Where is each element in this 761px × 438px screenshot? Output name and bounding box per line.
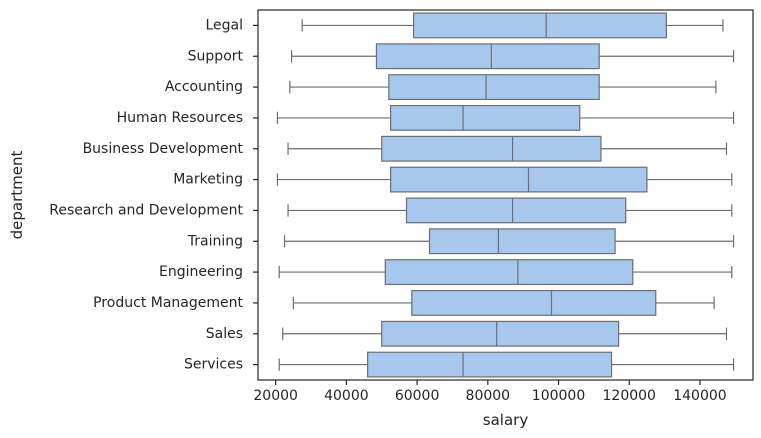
- box-marks: [276, 12, 735, 378]
- iqr-box: [384, 259, 634, 286]
- box-research-and-development: [287, 197, 733, 224]
- x-tick-label: 20000: [253, 388, 298, 404]
- box-services: [278, 351, 735, 378]
- box-product-management: [292, 289, 715, 316]
- x-axis-title: salary: [483, 411, 529, 429]
- box-engineering: [278, 259, 733, 286]
- box-accounting: [289, 74, 717, 101]
- y-tick-label: Training: [187, 233, 243, 249]
- iqr-box: [375, 43, 600, 70]
- y-tick-label: Product Management: [93, 295, 243, 311]
- y-tick-label: Accounting: [165, 79, 243, 95]
- x-tick-label: 40000: [324, 388, 369, 404]
- box-marketing: [276, 166, 733, 193]
- x-tick-label: 100000: [532, 388, 585, 404]
- box-training: [283, 228, 735, 255]
- y-tick-label: Human Resources: [117, 110, 243, 126]
- iqr-box: [428, 228, 616, 255]
- box-human-resources: [276, 104, 735, 131]
- iqr-box: [388, 74, 600, 101]
- iqr-box: [389, 166, 648, 193]
- box-support: [290, 43, 735, 70]
- iqr-box: [381, 135, 602, 162]
- iqr-box: [367, 351, 613, 378]
- axes: Legal Support Accounting Human Resources Bus…: [49, 9, 754, 404]
- iqr-box: [405, 197, 627, 224]
- box-business-development: [287, 135, 728, 162]
- x-tick-label: 120000: [603, 388, 656, 404]
- x-tick-label: 80000: [466, 388, 511, 404]
- box-sales: [282, 320, 728, 347]
- box-legal: [301, 12, 724, 39]
- iqr-box: [412, 12, 667, 39]
- iqr-box: [389, 104, 581, 131]
- iqr-box: [411, 289, 657, 316]
- x-tick-label: 140000: [673, 388, 726, 404]
- plot-area: [258, 10, 753, 380]
- y-tick-label: Marketing: [173, 172, 243, 188]
- y-tick-label: Support: [188, 48, 244, 64]
- y-tick-label: Business Development: [83, 141, 244, 157]
- x-tick-label: 60000: [395, 388, 440, 404]
- iqr-box: [381, 320, 620, 347]
- y-tick-label: Engineering: [159, 264, 243, 280]
- y-tick-label: Legal: [205, 17, 243, 33]
- y-tick-label: Research and Development: [49, 202, 243, 218]
- y-tick-label: Sales: [206, 326, 243, 342]
- y-tick-label: Services: [184, 357, 243, 373]
- y-axis-title: department: [8, 151, 26, 240]
- axes-frame: [257, 9, 754, 381]
